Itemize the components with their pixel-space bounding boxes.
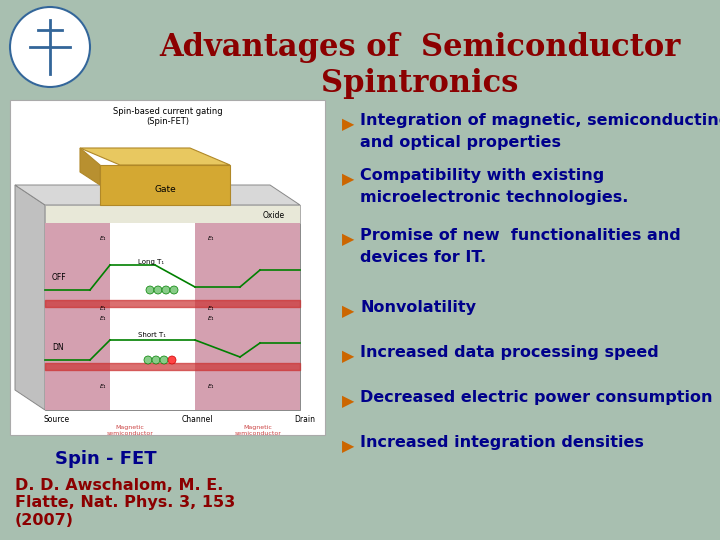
Bar: [45, 205, 300, 223]
Circle shape: [154, 286, 162, 294]
Bar: [10, 100, 325, 435]
Text: E₁: E₁: [208, 306, 215, 311]
Text: Spin - FET: Spin - FET: [55, 450, 157, 468]
Text: Gate: Gate: [154, 186, 176, 194]
Text: Source: Source: [44, 415, 70, 424]
Polygon shape: [15, 185, 45, 410]
Text: ▶: ▶: [342, 439, 354, 454]
Text: E₁: E₁: [208, 316, 215, 321]
Circle shape: [146, 286, 154, 294]
Text: Channel: Channel: [181, 415, 212, 424]
Bar: [45, 205, 300, 410]
Text: E₁: E₁: [208, 384, 215, 389]
Text: D. D. Awschalom, M. E.
Flatte, Nat. Phys. 3, 153
(2007): D. D. Awschalom, M. E. Flatte, Nat. Phys…: [15, 478, 235, 528]
Bar: [110, 223, 195, 410]
Text: ▶: ▶: [342, 394, 354, 409]
Text: DN: DN: [52, 343, 63, 353]
Text: microelectronic technologies.: microelectronic technologies.: [360, 190, 629, 205]
Text: Increased integration densities: Increased integration densities: [360, 435, 644, 450]
Text: E₁: E₁: [100, 306, 107, 311]
Text: ▶: ▶: [342, 172, 354, 187]
Bar: [195, 223, 300, 410]
Polygon shape: [80, 148, 100, 185]
Text: Spin-based current gating
(Spin-FET): Spin-based current gating (Spin-FET): [113, 107, 222, 126]
Circle shape: [162, 286, 170, 294]
Text: Nonvolatility: Nonvolatility: [360, 300, 476, 315]
Circle shape: [160, 356, 168, 364]
Text: Promise of new  functionalities and: Promise of new functionalities and: [360, 228, 680, 243]
Text: Integration of magnetic, semiconducting: Integration of magnetic, semiconducting: [360, 113, 720, 128]
Polygon shape: [15, 185, 300, 205]
Text: OFF: OFF: [52, 273, 67, 282]
Text: ▶: ▶: [342, 232, 354, 247]
Text: Advantages of  Semiconductor: Advantages of Semiconductor: [159, 32, 680, 63]
Text: Compatibility with existing: Compatibility with existing: [360, 168, 604, 183]
Text: ▶: ▶: [342, 304, 354, 319]
Bar: [45, 223, 110, 410]
Text: E₁: E₁: [208, 236, 215, 241]
Text: Spintronics: Spintronics: [321, 68, 518, 99]
Circle shape: [10, 7, 90, 87]
Text: and optical properties: and optical properties: [360, 135, 561, 150]
Circle shape: [144, 356, 152, 364]
Text: Decreased electric power consumption: Decreased electric power consumption: [360, 390, 713, 405]
Text: Long T₁: Long T₁: [138, 259, 164, 265]
Text: E₁: E₁: [100, 316, 107, 321]
Polygon shape: [80, 148, 230, 165]
Text: Short T₁: Short T₁: [138, 332, 166, 338]
Text: ▶: ▶: [342, 117, 354, 132]
Text: Increased data processing speed: Increased data processing speed: [360, 345, 659, 360]
Circle shape: [168, 356, 176, 364]
Text: Magnetic
semiconductor: Magnetic semiconductor: [235, 425, 282, 436]
Text: devices for IT.: devices for IT.: [360, 250, 486, 265]
Text: Drain: Drain: [294, 415, 315, 424]
Bar: [100, 165, 230, 205]
Text: Oxide: Oxide: [263, 211, 285, 219]
Circle shape: [152, 356, 160, 364]
Text: Magnetic
semiconductor: Magnetic semiconductor: [107, 425, 153, 436]
Circle shape: [170, 286, 178, 294]
Text: ▶: ▶: [342, 349, 354, 364]
Text: E₁: E₁: [100, 384, 107, 389]
Text: E₁: E₁: [100, 236, 107, 241]
